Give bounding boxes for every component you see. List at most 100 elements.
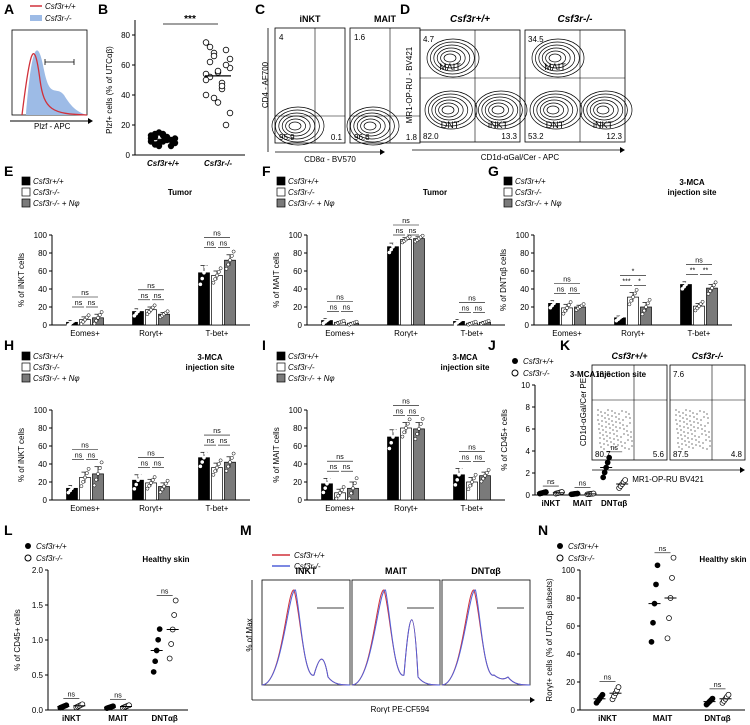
data-point <box>96 472 100 476</box>
histogram-curve <box>441 589 531 686</box>
quad-value: 7.6 <box>673 370 685 379</box>
data-point <box>156 626 163 632</box>
contour <box>360 118 381 134</box>
event-dot <box>619 427 621 429</box>
chart-title: 3-MCA <box>679 178 705 187</box>
chart-title: 3-MCA <box>197 353 223 362</box>
legend-nphi: Csf3r-/- + Nφ <box>515 199 562 208</box>
data-point <box>581 302 586 306</box>
data-point <box>339 488 344 492</box>
data-point <box>648 639 655 645</box>
event-dot <box>700 424 702 426</box>
panel-letter-C: C <box>255 1 265 17</box>
event-dot <box>677 442 679 444</box>
event-dot <box>615 416 617 418</box>
data-point <box>73 317 78 322</box>
tick-label: 60 <box>520 267 529 276</box>
event-dot <box>620 441 622 443</box>
event-dot <box>678 411 680 413</box>
tick-label: 100 <box>34 231 48 240</box>
data-point <box>211 280 216 285</box>
quad-value: 13.6 <box>595 370 611 379</box>
contour <box>583 93 628 127</box>
data-point <box>159 132 167 139</box>
x-label-wt: Csf3r+/+ <box>147 159 179 168</box>
arrow-head <box>380 149 385 155</box>
event-dot <box>676 423 678 425</box>
event-dot <box>678 446 680 448</box>
tick-label: 10 <box>521 381 530 390</box>
y-axis-label: % of MAIT cells <box>272 252 281 307</box>
plot-title: MAIT <box>374 14 396 24</box>
event-dot <box>697 422 699 424</box>
event-dot <box>610 446 612 448</box>
data-point <box>470 480 474 484</box>
data-point <box>214 67 222 75</box>
data-point <box>83 475 87 480</box>
data-point <box>558 489 565 495</box>
event-dot <box>698 441 700 443</box>
chart-title: 3-MCA <box>452 353 478 362</box>
group-label: Eomes+ <box>70 504 100 513</box>
contour <box>440 50 461 66</box>
event-dot <box>628 448 630 450</box>
data-point <box>351 486 355 491</box>
event-dot <box>604 417 606 419</box>
event-dot <box>603 448 605 450</box>
y-axis-label: Rorγt+ cells (% of UTCαβ subsets) <box>545 578 554 702</box>
event-dot <box>614 447 616 449</box>
event-dot <box>630 431 632 433</box>
event-dot <box>685 409 687 411</box>
contour <box>545 50 566 66</box>
bar <box>387 246 399 326</box>
tick-label: 80 <box>293 249 302 258</box>
histogram-curve <box>441 589 531 686</box>
plot-title: Csf3r-/- <box>557 14 593 25</box>
data-point <box>171 612 178 618</box>
tick-label: 40 <box>121 91 130 100</box>
event-dot <box>709 440 711 442</box>
event-dot <box>612 429 614 431</box>
quad-value: 1.6 <box>354 33 366 42</box>
contour <box>478 93 523 127</box>
data-point <box>392 429 397 434</box>
tick-label: 60 <box>121 61 130 70</box>
data-point <box>152 303 157 308</box>
event-dot <box>702 442 704 444</box>
plot-title: iNKT <box>296 566 317 576</box>
group-label: T-bet+ <box>461 329 484 338</box>
data-point <box>389 247 394 252</box>
quad-value: 53.2 <box>528 132 544 141</box>
event-dot <box>688 441 690 443</box>
data-point <box>139 469 144 474</box>
sig-label: ns <box>570 287 578 294</box>
data-point <box>147 483 152 488</box>
data-point <box>392 241 397 246</box>
event-dot <box>599 442 601 444</box>
tick-label: 40 <box>293 460 302 469</box>
tick-label: 0 <box>43 321 48 330</box>
legend-wt: Csf3r+/+ <box>523 357 554 366</box>
event-dot <box>696 413 698 415</box>
data-point <box>457 472 461 477</box>
event-dot <box>688 446 690 448</box>
sig-label: ns <box>396 408 404 415</box>
data-point <box>458 467 463 472</box>
event-dot <box>616 435 618 437</box>
ko-histogram <box>12 50 87 115</box>
event-dot <box>691 438 693 440</box>
data-point <box>205 447 210 451</box>
event-dot <box>607 414 609 416</box>
data-point <box>666 615 672 622</box>
plot-title: Csf3r-/- <box>692 351 724 361</box>
data-point <box>94 318 99 323</box>
y-axis-label: % of CD45+ cells <box>13 609 22 671</box>
event-dot <box>622 424 624 426</box>
event-dot <box>619 422 621 424</box>
tick-label: 60 <box>38 267 47 276</box>
tick-label: 6 <box>526 425 531 434</box>
tick-label: 20 <box>121 121 130 130</box>
sig-label: ns <box>147 451 155 458</box>
bar <box>400 427 412 501</box>
plot-title: Csf3r+/+ <box>611 351 648 361</box>
